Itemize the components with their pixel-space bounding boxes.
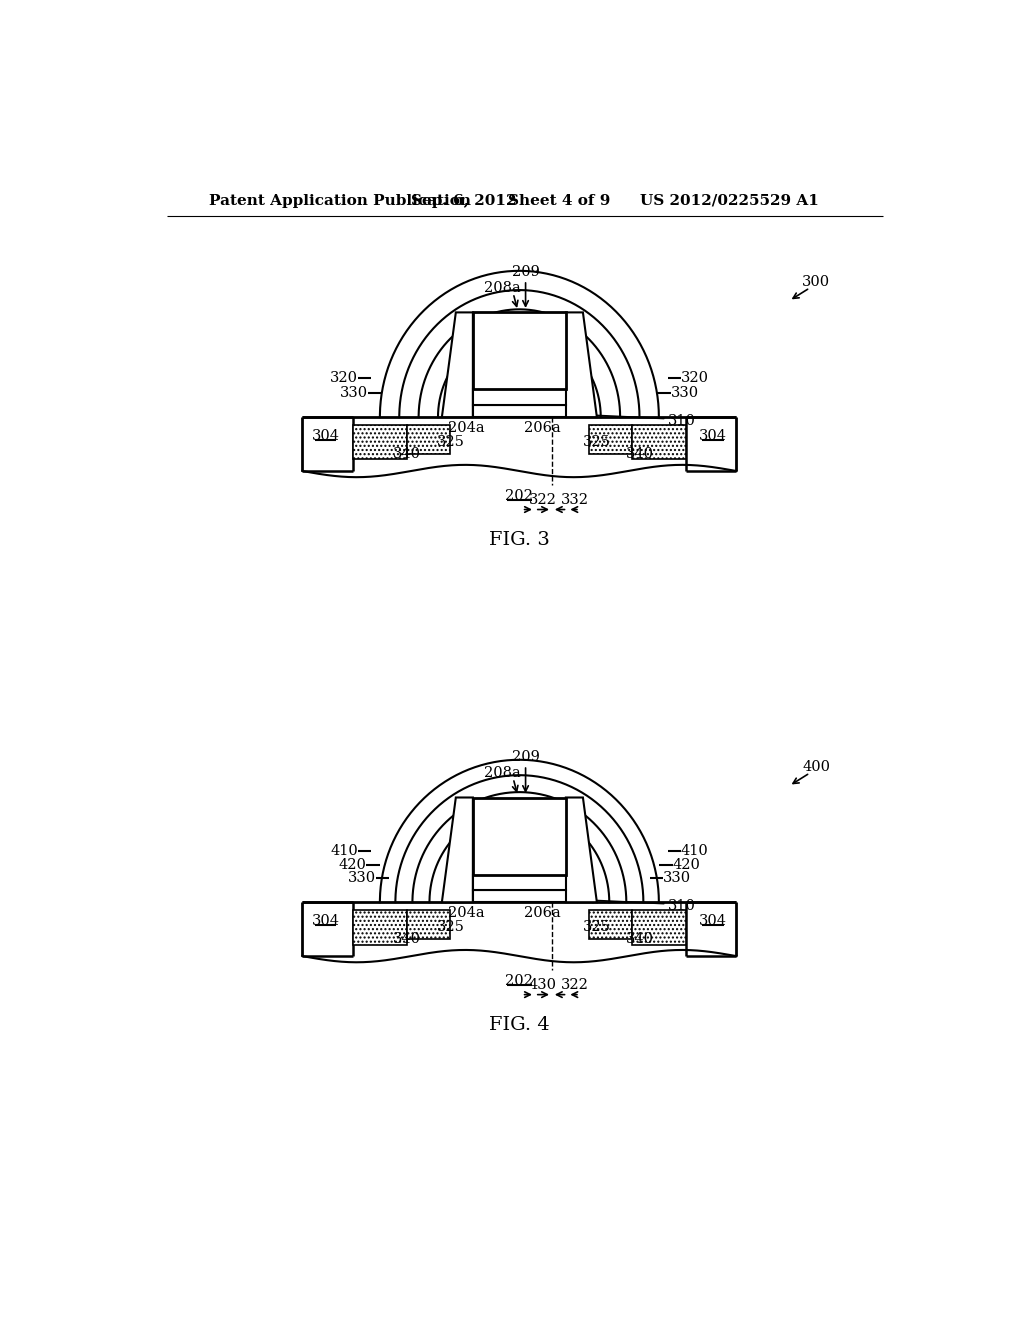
- Bar: [473, 405, 566, 417]
- Bar: [473, 874, 566, 890]
- Text: 325: 325: [583, 434, 610, 449]
- Text: MG: MG: [507, 391, 531, 404]
- Polygon shape: [442, 797, 473, 903]
- Text: 410: 410: [331, 845, 358, 858]
- Text: 209: 209: [512, 265, 540, 280]
- Text: 320: 320: [681, 371, 709, 385]
- Text: 325: 325: [583, 920, 610, 933]
- Text: 340: 340: [626, 447, 653, 461]
- Text: 304: 304: [311, 915, 340, 928]
- Bar: [352, 909, 407, 945]
- Text: 204a: 204a: [449, 421, 485, 434]
- Text: 310: 310: [669, 414, 696, 428]
- Text: 208a: 208a: [484, 281, 520, 294]
- Text: US 2012/0225529 A1: US 2012/0225529 A1: [640, 194, 818, 207]
- Text: 340: 340: [626, 932, 653, 946]
- Text: MG: MG: [507, 875, 531, 888]
- Text: 330: 330: [671, 387, 698, 400]
- Text: 300: 300: [802, 275, 830, 289]
- Polygon shape: [566, 797, 597, 903]
- Text: 304: 304: [699, 429, 727, 444]
- Bar: [632, 909, 686, 945]
- Text: 410: 410: [681, 845, 709, 858]
- Polygon shape: [442, 313, 473, 417]
- Text: FIG. 4: FIG. 4: [489, 1016, 550, 1035]
- Polygon shape: [566, 313, 597, 417]
- Text: 340: 340: [393, 932, 421, 946]
- Text: 430: 430: [528, 978, 557, 993]
- Text: Sheet 4 of 9: Sheet 4 of 9: [508, 194, 610, 207]
- Text: 400: 400: [802, 760, 830, 774]
- Text: 325: 325: [437, 920, 465, 933]
- Text: 206a: 206a: [524, 906, 561, 920]
- Text: 304: 304: [311, 429, 340, 444]
- Bar: [632, 425, 686, 459]
- Bar: [407, 425, 450, 454]
- Text: 322: 322: [528, 494, 557, 507]
- Text: 420: 420: [338, 858, 366, 873]
- Bar: [352, 425, 407, 459]
- Text: 202: 202: [506, 488, 534, 503]
- Text: 330: 330: [340, 387, 369, 400]
- Text: 332: 332: [561, 494, 589, 507]
- Bar: [407, 909, 450, 940]
- Text: Poly: Poly: [501, 342, 539, 360]
- Text: 304: 304: [699, 915, 727, 928]
- Text: 202: 202: [506, 974, 534, 987]
- Bar: [473, 313, 566, 389]
- Text: 340: 340: [393, 447, 421, 461]
- Bar: [589, 909, 632, 940]
- Text: Patent Application Publication: Patent Application Publication: [209, 194, 471, 207]
- Text: 325: 325: [437, 434, 465, 449]
- Text: 330: 330: [663, 871, 691, 886]
- Bar: [589, 425, 632, 454]
- Text: 208a: 208a: [484, 766, 520, 780]
- Text: Sep. 6, 2012: Sep. 6, 2012: [411, 194, 516, 207]
- Text: IL/HK: IL/HK: [499, 890, 540, 903]
- Text: Poly: Poly: [501, 828, 539, 845]
- Text: 330: 330: [348, 871, 376, 886]
- Bar: [473, 797, 566, 874]
- Text: 322: 322: [561, 978, 589, 993]
- Text: 209: 209: [512, 751, 540, 764]
- Text: 204a: 204a: [449, 906, 485, 920]
- Text: 320: 320: [330, 371, 358, 385]
- Text: 206a: 206a: [524, 421, 561, 434]
- Text: IL/HK: IL/HK: [499, 404, 540, 417]
- Text: 310: 310: [669, 899, 696, 913]
- Bar: [473, 890, 566, 903]
- Text: FIG. 3: FIG. 3: [488, 532, 550, 549]
- Bar: [473, 389, 566, 405]
- Text: 420: 420: [673, 858, 700, 873]
